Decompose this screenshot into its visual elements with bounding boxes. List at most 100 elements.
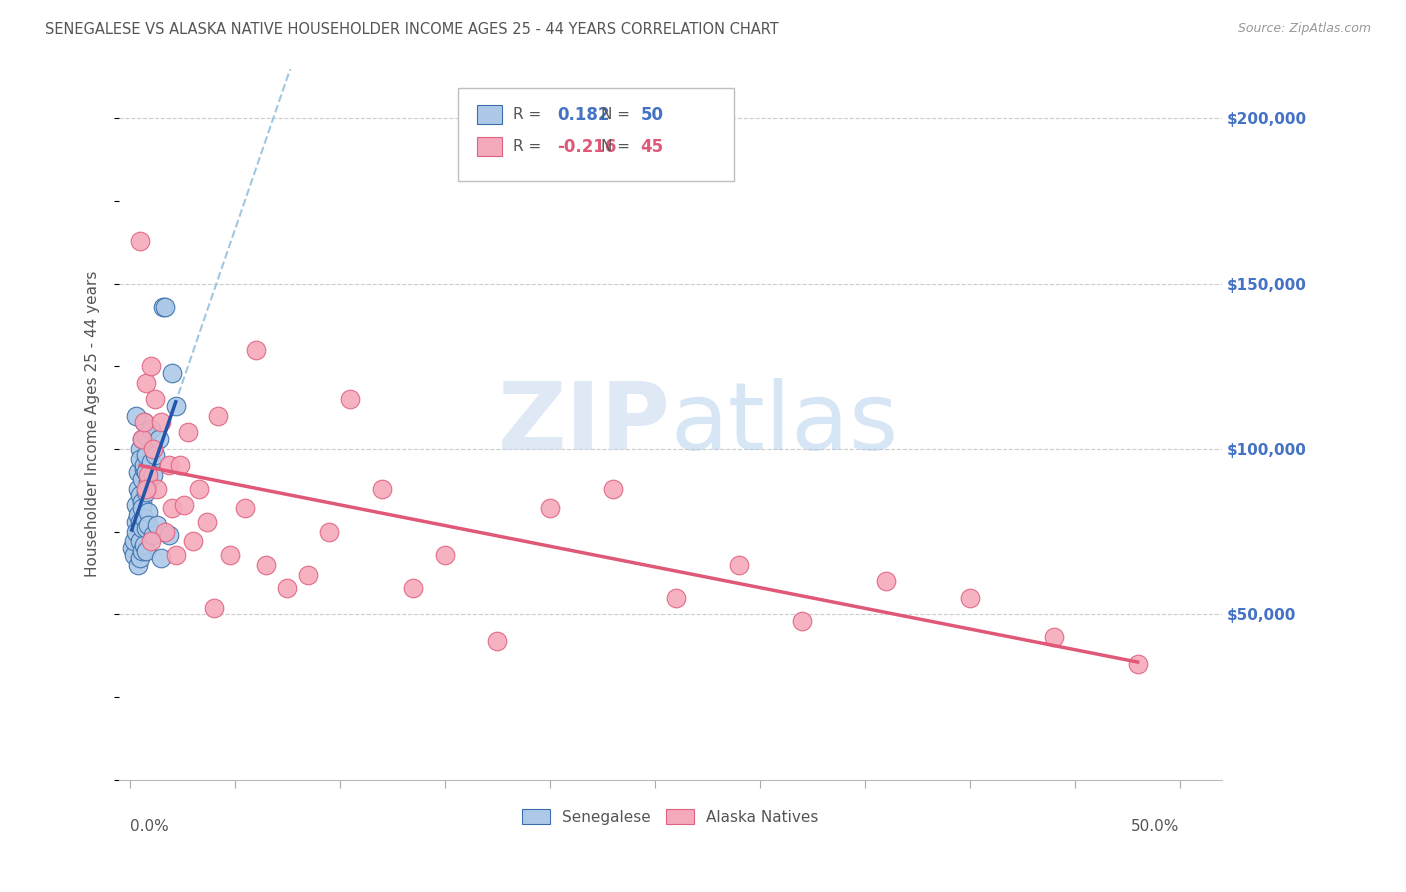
Point — [142, 528, 165, 542]
Point — [195, 515, 218, 529]
Point — [129, 515, 152, 529]
Point — [129, 234, 152, 248]
Point — [138, 468, 160, 483]
Point — [143, 449, 166, 463]
Point — [245, 343, 267, 357]
Point — [155, 524, 177, 539]
Point — [138, 518, 160, 533]
Point — [665, 591, 688, 605]
Point — [129, 534, 152, 549]
Point — [129, 451, 152, 466]
Point — [318, 524, 340, 539]
Text: N =: N = — [600, 107, 634, 122]
Point — [135, 449, 157, 463]
Point — [135, 465, 157, 479]
Point — [122, 534, 145, 549]
Point — [131, 521, 153, 535]
Text: 0.182: 0.182 — [557, 106, 609, 124]
Point — [131, 544, 153, 558]
Point — [134, 458, 156, 473]
Point — [129, 551, 152, 566]
Point — [135, 544, 157, 558]
Point — [131, 495, 153, 509]
Point — [138, 475, 160, 489]
Text: R =: R = — [513, 107, 546, 122]
FancyBboxPatch shape — [478, 137, 502, 156]
Point — [127, 465, 149, 479]
Point — [152, 300, 174, 314]
Point — [142, 442, 165, 456]
Text: 0.0%: 0.0% — [129, 819, 169, 834]
Point — [143, 392, 166, 407]
Point — [127, 558, 149, 572]
Point — [127, 482, 149, 496]
Text: 45: 45 — [641, 137, 664, 156]
Point — [134, 416, 156, 430]
Text: Source: ZipAtlas.com: Source: ZipAtlas.com — [1237, 22, 1371, 36]
Point — [169, 458, 191, 473]
Text: -0.216: -0.216 — [557, 137, 616, 156]
Point — [727, 558, 749, 572]
Point — [276, 581, 298, 595]
Point — [150, 551, 173, 566]
Point — [131, 432, 153, 446]
Point — [433, 548, 456, 562]
Point — [122, 548, 145, 562]
Text: N =: N = — [600, 139, 634, 154]
Text: 50: 50 — [641, 106, 664, 124]
Point — [139, 422, 162, 436]
Point — [121, 541, 143, 555]
Point — [138, 505, 160, 519]
Point — [207, 409, 229, 423]
Legend: Senegalese, Alaska Natives: Senegalese, Alaska Natives — [515, 801, 825, 832]
Point — [602, 482, 624, 496]
Text: SENEGALESE VS ALASKA NATIVE HOUSEHOLDER INCOME AGES 25 - 44 YEARS CORRELATION CH: SENEGALESE VS ALASKA NATIVE HOUSEHOLDER … — [45, 22, 779, 37]
Point — [155, 300, 177, 314]
Point — [135, 482, 157, 496]
Point — [150, 416, 173, 430]
Point — [125, 524, 148, 539]
Y-axis label: Householder Income Ages 25 - 44 years: Householder Income Ages 25 - 44 years — [86, 271, 100, 577]
Point — [139, 455, 162, 469]
Point — [146, 482, 169, 496]
Point — [219, 548, 242, 562]
Point — [339, 392, 361, 407]
Point — [135, 521, 157, 535]
Point — [1042, 631, 1064, 645]
Point — [134, 416, 156, 430]
Point — [131, 472, 153, 486]
Point — [160, 366, 183, 380]
Point — [135, 376, 157, 390]
Point — [125, 409, 148, 423]
Point — [959, 591, 981, 605]
Point — [146, 518, 169, 533]
Point — [125, 515, 148, 529]
Point — [538, 501, 561, 516]
Point — [134, 538, 156, 552]
Point — [233, 501, 256, 516]
Point — [135, 484, 157, 499]
Point — [370, 482, 392, 496]
Point — [139, 534, 162, 549]
Point — [159, 528, 181, 542]
FancyBboxPatch shape — [457, 87, 734, 181]
Point — [254, 558, 277, 572]
Point — [127, 508, 149, 522]
Point — [159, 458, 181, 473]
Point — [129, 442, 152, 456]
Point — [297, 567, 319, 582]
Point — [160, 501, 183, 516]
FancyBboxPatch shape — [478, 105, 502, 124]
Point — [125, 498, 148, 512]
Point — [129, 488, 152, 502]
Point — [202, 600, 225, 615]
Point — [181, 534, 204, 549]
Point — [1126, 657, 1149, 671]
Point — [134, 511, 156, 525]
Point — [135, 428, 157, 442]
Text: ZIP: ZIP — [498, 378, 671, 470]
Text: atlas: atlas — [671, 378, 898, 470]
Point — [165, 399, 187, 413]
Text: R =: R = — [513, 139, 546, 154]
Point — [790, 614, 813, 628]
